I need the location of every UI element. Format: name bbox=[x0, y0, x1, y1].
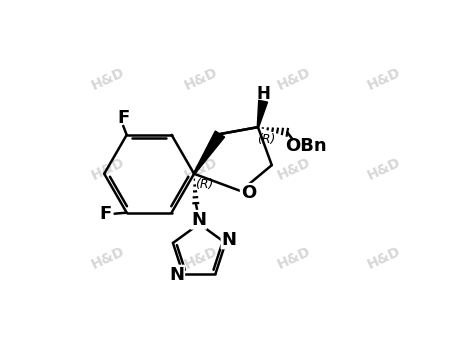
Text: H&D: H&D bbox=[182, 245, 220, 272]
Text: N: N bbox=[191, 211, 206, 229]
Text: (R): (R) bbox=[258, 133, 276, 146]
Text: H: H bbox=[257, 85, 271, 102]
Text: H&D: H&D bbox=[275, 245, 313, 272]
Text: H&D: H&D bbox=[89, 245, 127, 272]
Text: (R): (R) bbox=[195, 178, 213, 191]
Text: H&D: H&D bbox=[275, 155, 313, 183]
Polygon shape bbox=[257, 100, 268, 127]
Text: N: N bbox=[221, 231, 236, 249]
Text: H&D: H&D bbox=[89, 155, 127, 183]
Text: O: O bbox=[241, 184, 256, 202]
Text: N: N bbox=[169, 266, 184, 284]
Text: H&D: H&D bbox=[275, 65, 313, 93]
Text: H&D: H&D bbox=[365, 245, 403, 272]
Text: H&D: H&D bbox=[182, 65, 220, 93]
Text: F: F bbox=[100, 205, 112, 223]
Text: H&D: H&D bbox=[365, 65, 403, 93]
Text: H&D: H&D bbox=[89, 65, 127, 93]
Text: F: F bbox=[117, 108, 130, 127]
Text: H&D: H&D bbox=[365, 155, 403, 183]
Polygon shape bbox=[194, 131, 225, 174]
Text: H&D: H&D bbox=[182, 155, 220, 183]
Text: OBn: OBn bbox=[285, 137, 327, 155]
